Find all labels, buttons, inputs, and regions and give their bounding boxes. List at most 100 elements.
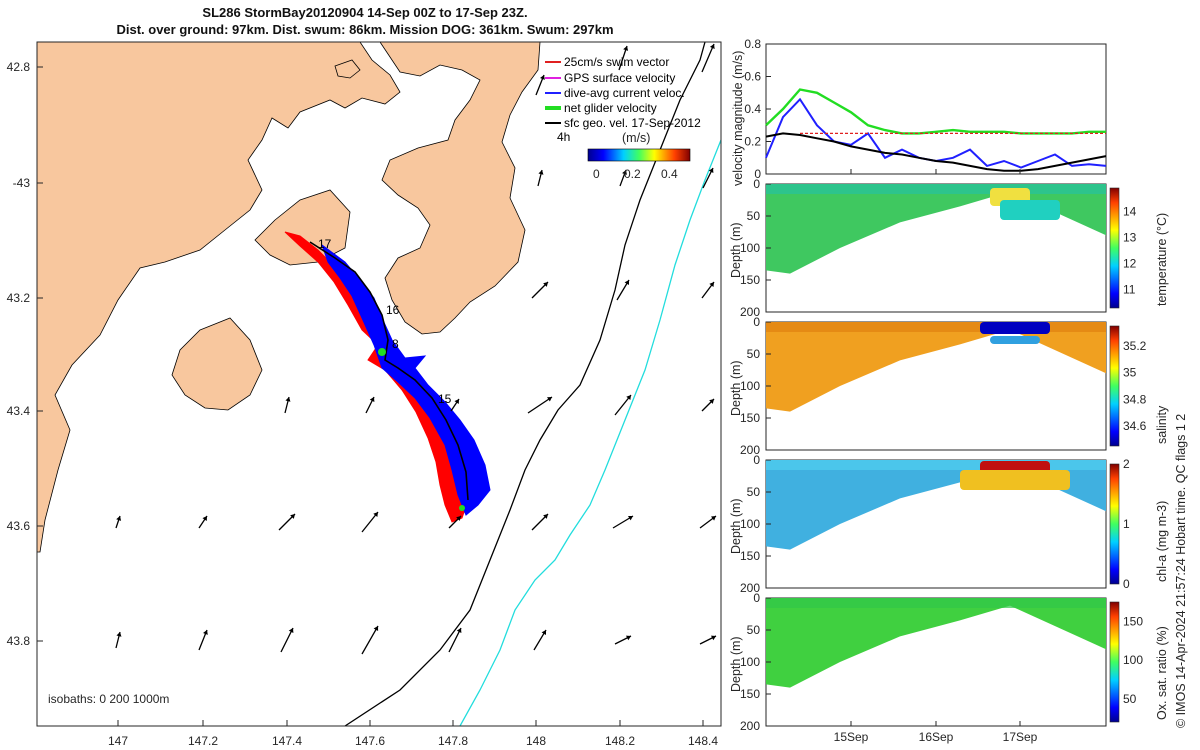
- colorbar-title: (m/s): [622, 131, 650, 145]
- colorbar-tick-label: 11: [1123, 283, 1136, 297]
- track-glider-path: [309, 241, 469, 501]
- map-axes: 147 147.2 147.4 147.6 147.8 148 148.2 148.4 42.8…: [7, 60, 719, 748]
- velocity-series-line: [765, 132, 1107, 172]
- velocity-arrowhead: [116, 516, 122, 521]
- velocity-ytick-label: 0.8: [744, 37, 761, 51]
- section-feature-patch: [960, 470, 1070, 490]
- velocity-ytick-label: 0.6: [744, 70, 761, 84]
- section-ytick-label: 150: [740, 687, 760, 701]
- section-ytick-label: 50: [747, 347, 761, 361]
- colorbar-tick-label: 2: [1123, 457, 1130, 471]
- velocity-arrowhead: [626, 635, 631, 641]
- velocity-ytick-label: 0.4: [744, 102, 761, 116]
- velocity-arrowhead: [540, 75, 545, 80]
- velocity-arrow: [361, 625, 379, 655]
- time-tick-label: 17Sep: [1003, 730, 1038, 744]
- velocity-ytick-label: 0.2: [744, 135, 761, 149]
- colorbar-tick-label: 34.8: [1123, 392, 1147, 406]
- section-clabel: salinity: [1155, 405, 1169, 444]
- section-ytick-label: 100: [740, 517, 760, 531]
- map-xtick-label: 147.8: [438, 734, 468, 748]
- speed-colorbar: [587, 148, 691, 162]
- colorbar-tick-label: 14: [1123, 204, 1137, 218]
- section-ytick-label: 200: [740, 719, 760, 733]
- section-ytick-label: 100: [740, 379, 760, 393]
- section-panel-3: 0 50 100 150 200 Depth (m) 0 1 2 chl-a (mg m-3): [729, 453, 1169, 595]
- section-data-fill: [766, 184, 1106, 274]
- colorbar-tick-label: 13: [1123, 231, 1137, 245]
- day-label-15: 15: [438, 392, 452, 406]
- map-xtick-label: 148: [526, 734, 546, 748]
- track-current-vectors: [320, 243, 491, 516]
- track-end-marker: [459, 505, 465, 511]
- colorbar-tick-label: 100: [1123, 653, 1143, 667]
- velocity-arrowhead: [708, 168, 714, 173]
- velocity-arrow: [448, 627, 462, 653]
- section-panel-1: 0 50 100 150 200 Depth (m) 11 12 13 14 temperature…: [729, 177, 1169, 319]
- isobath-200m: [344, 42, 706, 726]
- day-label-16: 16: [386, 303, 400, 317]
- velocity-arrowhead: [626, 395, 631, 400]
- map-ytick-label: 43.4: [7, 404, 31, 418]
- isobath-1000m: [459, 139, 721, 726]
- isobaths-label: isobaths: 0 200 1000m: [48, 692, 169, 706]
- section-ytick-label: 0: [753, 177, 760, 191]
- velocity-arrowhead: [543, 514, 548, 519]
- legend-sfc-geo: sfc geo. vel. 17-Sep-2012: [564, 116, 701, 130]
- velocity-arrowhead: [711, 516, 716, 521]
- velocity-arrowhead: [709, 399, 714, 404]
- velocity-ylabel: velocity magnitude (m/s): [731, 51, 745, 186]
- section-ytick-label: 50: [747, 209, 761, 223]
- section-ytick-label: 0: [753, 315, 760, 329]
- velocity-arrowhead: [373, 626, 379, 631]
- section-ytick-label: 200: [740, 581, 760, 595]
- colorbar-tick-label: 1: [1123, 517, 1130, 531]
- section-feature-patch: [1000, 200, 1060, 220]
- velocity-series-line: [765, 88, 1106, 135]
- legend-gps-velocity: GPS surface velocity: [564, 71, 675, 85]
- legend-time: 4h: [557, 130, 570, 144]
- section-ytick-label: 200: [740, 305, 760, 319]
- map-frame: [36, 41, 722, 727]
- colorbar-tick-label: 50: [1123, 692, 1137, 706]
- section-ytick-label: 0: [753, 591, 760, 605]
- velocity-arrowhead: [203, 630, 208, 635]
- colorbar-tick-2: 0.4: [661, 167, 678, 181]
- velocity-arrowhead: [202, 516, 207, 521]
- velocity-arrowhead: [456, 516, 461, 521]
- map-panel: 17 16 8 15 147 147.2 147.4 147.6 147.8 148 148…: [7, 41, 722, 748]
- section-colorbar: [1109, 187, 1120, 309]
- section-ylabel: Depth (m): [729, 222, 743, 278]
- colorbar-tick-label: 12: [1123, 257, 1137, 271]
- velocity-arrowhead: [628, 515, 633, 521]
- track-green-marker: [378, 348, 386, 356]
- section-ytick-label: 150: [740, 411, 760, 425]
- velocity-arrowhead: [288, 628, 294, 633]
- velocity-arrowhead: [623, 46, 629, 51]
- credit-text: © IMOS 14-Apr-2024 21:57:24 Hobart time.…: [1174, 414, 1188, 728]
- velocity-lines: [765, 88, 1107, 172]
- velocity-arrowhead: [454, 399, 459, 404]
- section-panel-2: 0 50 100 150 200 Depth (m) 34.6 34.8 35 35.2 salin…: [729, 315, 1169, 457]
- velocity-arrowhead: [543, 282, 548, 287]
- velocity-arrowhead: [624, 280, 630, 285]
- section-clabel: temperature (°C): [1155, 213, 1169, 306]
- map-xtick-label: 147.2: [188, 734, 218, 748]
- land-island: [334, 59, 361, 79]
- legend-swim-vector: 25cm/s swim vector: [564, 55, 669, 69]
- section-ytick-label: 100: [740, 241, 760, 255]
- section-ylabel: Depth (m): [729, 636, 743, 692]
- map-xtick-label: 147.4: [272, 734, 302, 748]
- land-south-west: [171, 317, 263, 411]
- velocity-arrowhead: [709, 44, 715, 49]
- section-ytick-label: 200: [740, 443, 760, 457]
- velocity-arrow: [280, 627, 294, 653]
- section-clabel: Ox. sat. ratio (%): [1155, 626, 1169, 720]
- velocity-arrowhead: [285, 397, 291, 402]
- map-xtick-label: 148.4: [688, 734, 718, 748]
- colorbar-tick-0: 0: [593, 167, 600, 181]
- section-ytick-label: 50: [747, 623, 761, 637]
- section-colorbar: [1109, 325, 1120, 447]
